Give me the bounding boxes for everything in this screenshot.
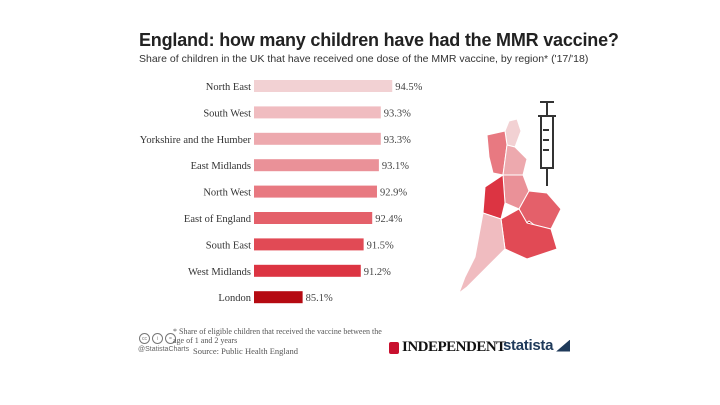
- statista-logo-text: statista: [503, 337, 554, 354]
- bar: [254, 159, 379, 172]
- category-label: East of England: [184, 214, 252, 225]
- chart-subtitle: Share of children in the UK that have re…: [139, 53, 589, 65]
- value-label: 92.9%: [380, 188, 407, 199]
- value-label: 91.2%: [364, 267, 391, 278]
- category-label: South West: [203, 108, 251, 119]
- nd-icon: =: [165, 333, 176, 344]
- map-region-south-east: [500, 208, 558, 260]
- cc-icon: cc: [139, 333, 150, 344]
- chart-card: England: how many children have had the …: [121, 12, 619, 372]
- value-label: 91.5%: [367, 240, 394, 251]
- category-label: North West: [203, 188, 251, 199]
- category-label: North East: [206, 82, 251, 93]
- statista-mark-icon: [556, 339, 571, 352]
- value-label: 93.3%: [384, 108, 411, 119]
- bar: [254, 264, 361, 277]
- map-region-yorkshire: [502, 144, 528, 176]
- value-label: 93.1%: [382, 161, 409, 172]
- category-label: Yorkshire and the Humber: [140, 135, 252, 146]
- bar: [254, 185, 377, 198]
- bar: [254, 291, 303, 304]
- england-map: [457, 118, 562, 295]
- syringe-icon: [538, 101, 556, 186]
- map-region-north-east: [504, 118, 522, 148]
- category-label: West Midlands: [188, 267, 251, 278]
- bar: [254, 106, 381, 119]
- category-label: East Midlands: [191, 161, 251, 172]
- statista-logo[interactable]: statista: [503, 337, 571, 354]
- source: Source: Public Health England: [193, 346, 299, 356]
- value-label: 94.5%: [395, 82, 422, 93]
- bar: [254, 212, 373, 224]
- value-label: 85.1%: [306, 293, 333, 304]
- map-region-west-midlands: [482, 174, 506, 220]
- category-label: South East: [206, 240, 251, 251]
- by-icon: i: [152, 333, 163, 344]
- cc-license-icons: cc i =: [139, 333, 176, 344]
- statista-handle: @StatistaCharts: [138, 346, 190, 353]
- bar-chart: North East 94.5% South West 93.3% Yorkshire …: [140, 80, 423, 304]
- independent-logo-text: INDEPENDENT: [402, 339, 506, 355]
- chart-title: England: how many children have had the …: [139, 30, 619, 50]
- category-label: London: [218, 293, 251, 304]
- map-region-south-west: [457, 212, 506, 295]
- eagle-icon: [389, 341, 399, 354]
- bar: [254, 80, 393, 92]
- footnote: * Share of eligible children that receiv…: [173, 327, 382, 345]
- value-label: 92.4%: [375, 214, 402, 225]
- independent-logo[interactable]: INDEPENDENT: [389, 339, 506, 356]
- value-label: 93.3%: [384, 135, 411, 146]
- bar: [254, 132, 381, 145]
- bar: [254, 238, 364, 251]
